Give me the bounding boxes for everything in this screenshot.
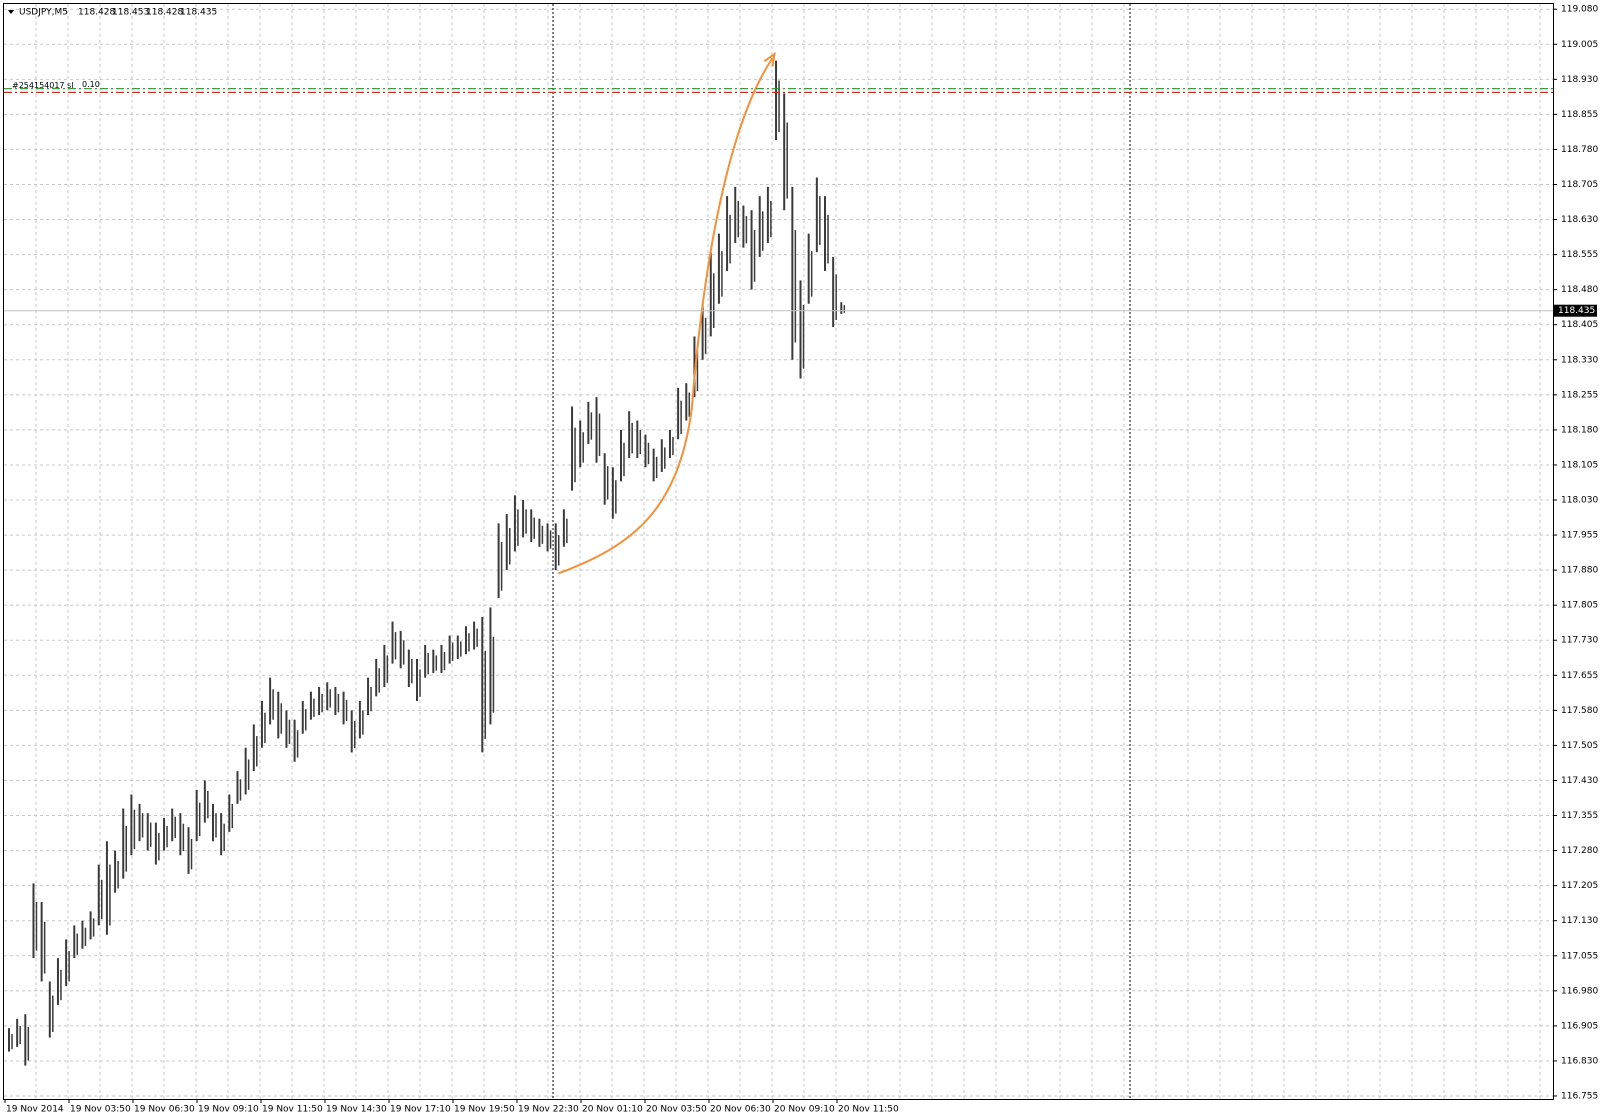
x-tick-label: 19 Nov 11:50 (262, 1105, 323, 1115)
y-tick-label: 116.980 (1561, 986, 1598, 996)
x-tick-label: 20 Nov 03:50 (646, 1105, 707, 1115)
plot-frame (3, 3, 1554, 1100)
arrow-curve (557, 57, 774, 575)
arrow-head (763, 51, 776, 67)
y-tick-label: 118.180 (1561, 425, 1598, 435)
y-tick-label: 117.055 (1561, 951, 1598, 961)
x-tick-label: 19 Nov 19:50 (454, 1105, 515, 1115)
y-tick-label: 118.255 (1561, 390, 1598, 400)
annotation-arrow (557, 51, 776, 575)
y-tick-label: 119.080 (1561, 5, 1598, 15)
y-tick-label: 117.655 (1561, 671, 1598, 681)
y-tick-label: 116.905 (1561, 1021, 1598, 1031)
current-price-box (1554, 304, 1597, 317)
y-tick-label: 117.280 (1561, 846, 1598, 856)
symbol: USDJPY,M5 (19, 8, 68, 18)
x-tick-label: 20 Nov 06:30 (710, 1105, 771, 1115)
y-tick-label: 117.430 (1561, 776, 1598, 786)
y-tick-label: 118.330 (1561, 355, 1598, 365)
y-tick-label: 117.130 (1561, 916, 1598, 926)
current-price-label: 118.435 (1558, 306, 1595, 316)
x-tick-label: 19 Nov 03:50 (70, 1105, 131, 1115)
y-tick-label: 118.705 (1561, 180, 1598, 190)
x-tick-label: 20 Nov 11:50 (838, 1105, 899, 1115)
x-tick-label: 19 Nov 2014 (6, 1105, 64, 1115)
y-tick-label: 117.355 (1561, 811, 1598, 821)
bar-open: 118.428 (78, 8, 115, 18)
x-tick-label: 19 Nov 22:30 (518, 1105, 579, 1115)
y-tick-label: 118.855 (1561, 110, 1598, 120)
y-tick-label: 116.830 (1561, 1056, 1598, 1066)
x-tick-label: 19 Nov 06:30 (134, 1105, 195, 1115)
y-tick-label: 118.105 (1561, 460, 1598, 470)
y-tick-label: 117.880 (1561, 566, 1598, 576)
order-lots: 0.10 (82, 80, 100, 89)
order-label: #254154017 sl (12, 81, 73, 90)
y-tick-label: 117.205 (1561, 881, 1598, 891)
y-tick-label: 118.405 (1561, 320, 1598, 330)
y-tick-label: 118.480 (1561, 285, 1598, 295)
bar-high: 118.453 (112, 8, 149, 18)
x-tick-label: 19 Nov 09:10 (198, 1105, 259, 1115)
menu-triangle[interactable] (8, 10, 14, 14)
y-tick-label: 116.755 (1561, 1092, 1598, 1102)
y-tick-label: 117.730 (1561, 636, 1598, 646)
bars (8, 60, 846, 1066)
x-tick-label: 19 Nov 17:10 (390, 1105, 451, 1115)
y-tick-label: 117.955 (1561, 531, 1598, 541)
y-tick-label: 119.005 (1561, 40, 1598, 50)
x-tick-label: 19 Nov 14:30 (326, 1105, 387, 1115)
bar-low: 118.428 (146, 8, 183, 18)
x-tick-label: 20 Nov 09:10 (774, 1105, 835, 1115)
grid (4, 4, 1553, 1099)
y-tick-label: 118.630 (1561, 215, 1598, 225)
x-tick-label: 20 Nov 01:10 (582, 1105, 643, 1115)
y-tick-label: 118.030 (1561, 496, 1598, 506)
y-tick-label: 118.930 (1561, 75, 1598, 85)
y-tick-label: 118.780 (1561, 145, 1598, 155)
y-tick-label: 118.555 (1561, 250, 1598, 260)
y-tick-label: 117.505 (1561, 741, 1598, 751)
y-tick-label: 117.580 (1561, 706, 1598, 716)
y-tick-label: 117.805 (1561, 601, 1598, 611)
bar-close: 118.435 (180, 8, 217, 18)
